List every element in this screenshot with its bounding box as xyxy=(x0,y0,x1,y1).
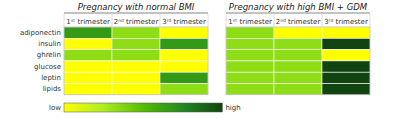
heatmap-cell xyxy=(322,61,370,72)
row-label: leptin xyxy=(41,74,61,82)
heatmap-cell xyxy=(322,84,370,95)
header-divider xyxy=(208,14,209,27)
heatmap-cell xyxy=(226,50,274,61)
heatmap-cell xyxy=(274,84,322,95)
header-divider xyxy=(112,14,113,27)
header-divider xyxy=(64,14,65,27)
row-label: ghrelin xyxy=(37,51,61,59)
heatmap-cell xyxy=(64,61,112,72)
column-label: 3ʳᵈ trimester xyxy=(162,18,206,26)
heatmap-cell xyxy=(160,50,208,61)
heatmap-cell xyxy=(274,72,322,83)
heatmap-cell xyxy=(112,84,160,95)
heatmap-cell xyxy=(112,38,160,49)
heatmap-panel: Pregnancy with normal BMI 1ˢᵗ trimester 2ⁿ… xyxy=(20,2,241,112)
heatmap-cell xyxy=(160,38,208,49)
column-label: 2ⁿᵈ trimester xyxy=(114,18,159,26)
heatmap-cell xyxy=(274,50,322,61)
panel-title: Pregnancy with normal BMI xyxy=(78,2,195,12)
header-divider xyxy=(274,14,275,27)
row-label: insulin xyxy=(38,40,61,48)
heatmap-cell xyxy=(64,72,112,83)
heatmap-cell xyxy=(274,27,322,38)
header-divider xyxy=(322,14,323,27)
cells xyxy=(64,27,208,95)
heatmap-cell xyxy=(226,27,274,38)
header-divider xyxy=(160,14,161,27)
panel-title: Pregnancy with high BMI + GDM xyxy=(229,2,368,12)
heatmap-cell xyxy=(274,38,322,49)
title-rule xyxy=(64,13,208,14)
heatmap-frame xyxy=(226,27,370,95)
heatmap-cell xyxy=(64,50,112,61)
cells xyxy=(226,27,370,95)
heatmap-cell xyxy=(64,84,112,95)
heatmap-cell xyxy=(226,72,274,83)
heatmap-cell xyxy=(64,38,112,49)
column-label: 1ˢᵗ trimester xyxy=(66,18,110,26)
colorbar xyxy=(64,103,222,112)
title-rule xyxy=(226,13,370,14)
heatmap-cell xyxy=(160,84,208,95)
heatmap-panel: Pregnancy with high BMI + GDM 1ˢᵗ trimest… xyxy=(226,2,370,95)
header-divider xyxy=(226,14,227,27)
heatmap-cell xyxy=(112,27,160,38)
header-divider xyxy=(370,14,371,27)
heatmap-frame xyxy=(64,27,208,95)
heatmap-cell xyxy=(64,27,112,38)
heatmap-cell xyxy=(112,61,160,72)
heatmap-cell xyxy=(322,72,370,83)
colorbar-label: high xyxy=(225,104,240,112)
row-label: lipids xyxy=(43,85,62,93)
heatmap-cell xyxy=(160,72,208,83)
heatmap-cell xyxy=(160,61,208,72)
heatmap-cell xyxy=(226,38,274,49)
heatmap-cell xyxy=(112,50,160,61)
heatmap-cell xyxy=(226,84,274,95)
heatmap-cell xyxy=(322,38,370,49)
column-label: 2ⁿᵈ trimester xyxy=(276,18,321,26)
heatmap-cell xyxy=(112,72,160,83)
row-label: glucose xyxy=(34,63,61,71)
chart: Pregnancy with normal BMI 1ˢᵗ trimester 2ⁿ… xyxy=(0,0,400,136)
heatmap-cell xyxy=(274,61,322,72)
heatmap-cell xyxy=(322,50,370,61)
heatmap-cell xyxy=(226,61,274,72)
heatmap-cell xyxy=(322,27,370,38)
heatmap-cell xyxy=(160,27,208,38)
row-label: adiponectin xyxy=(20,29,61,37)
column-label: 1ˢᵗ trimester xyxy=(228,18,272,26)
colorbar-label: low xyxy=(49,104,61,112)
column-label: 3ʳᵈ trimester xyxy=(324,18,368,26)
